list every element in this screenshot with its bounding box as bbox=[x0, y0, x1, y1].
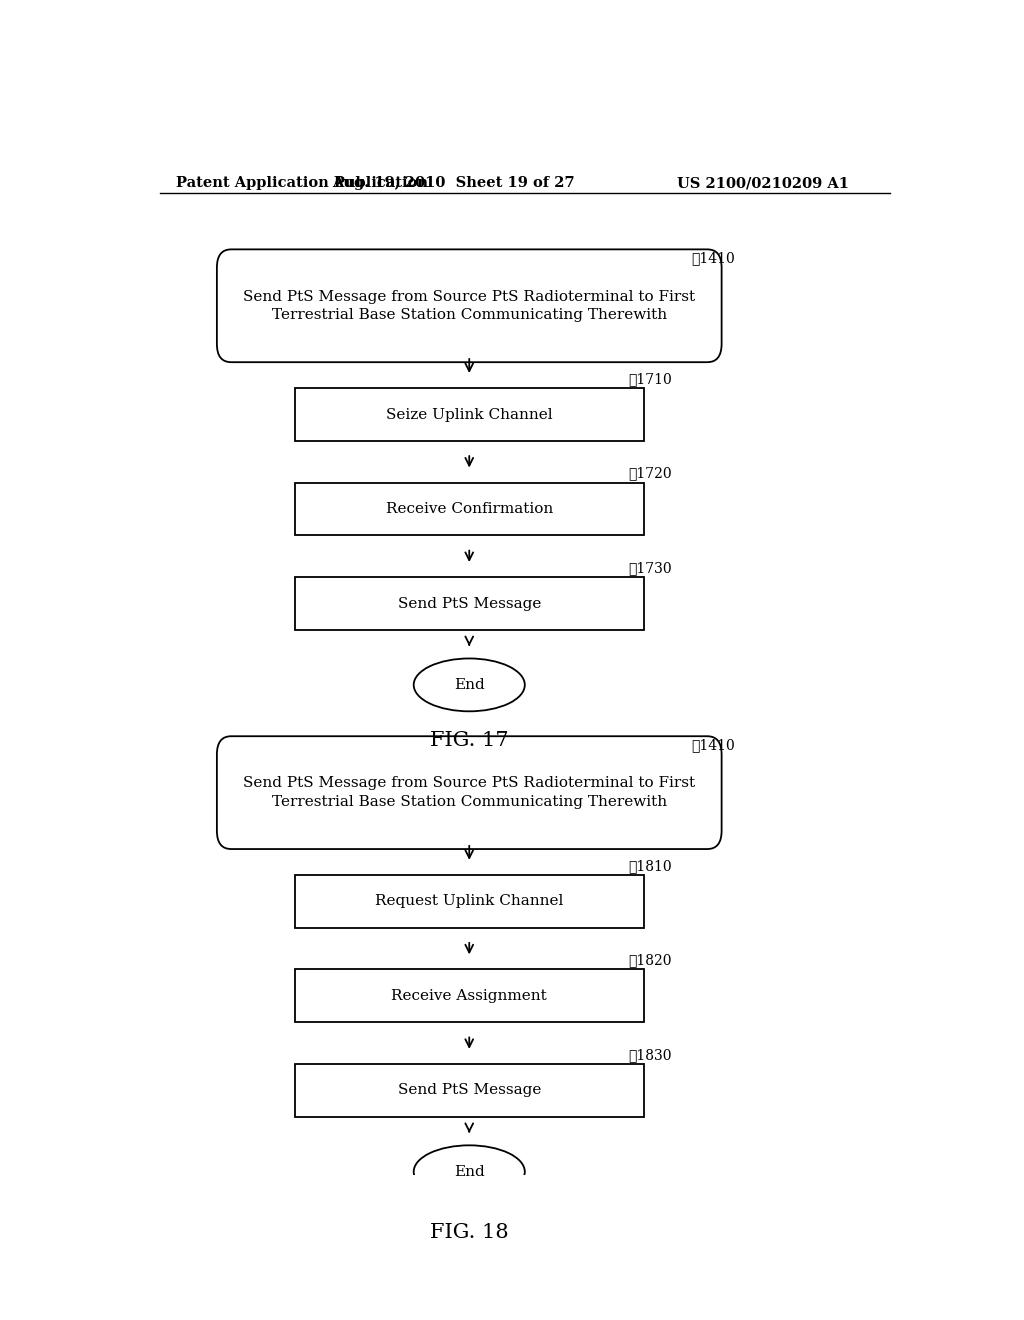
Text: ⌢1820: ⌢1820 bbox=[628, 953, 672, 968]
Ellipse shape bbox=[414, 659, 524, 711]
Ellipse shape bbox=[414, 1146, 524, 1199]
Text: Receive Confirmation: Receive Confirmation bbox=[386, 502, 553, 516]
Text: Request Uplink Channel: Request Uplink Channel bbox=[375, 895, 563, 908]
FancyBboxPatch shape bbox=[217, 249, 722, 362]
Text: Aug. 19, 2010  Sheet 19 of 27: Aug. 19, 2010 Sheet 19 of 27 bbox=[332, 177, 574, 190]
Text: Send PtS Message: Send PtS Message bbox=[397, 1084, 541, 1097]
Text: ⌢1710: ⌢1710 bbox=[628, 372, 672, 385]
Text: ⌢1830: ⌢1830 bbox=[628, 1048, 672, 1063]
Text: Patent Application Publication: Patent Application Publication bbox=[176, 177, 428, 190]
Text: Seize Uplink Channel: Seize Uplink Channel bbox=[386, 408, 553, 421]
Text: ⌢1730: ⌢1730 bbox=[628, 561, 672, 576]
FancyBboxPatch shape bbox=[217, 737, 722, 849]
Text: Send PtS Message: Send PtS Message bbox=[397, 597, 541, 611]
Text: End: End bbox=[454, 678, 484, 692]
Text: End: End bbox=[454, 1164, 484, 1179]
Bar bbox=[295, 577, 644, 630]
Text: ⌢1810: ⌢1810 bbox=[628, 859, 672, 873]
Text: ⌢1720: ⌢1720 bbox=[628, 466, 672, 480]
Bar bbox=[295, 483, 644, 536]
Text: Send PtS Message from Source PtS Radioterminal to First
Terrestrial Base Station: Send PtS Message from Source PtS Radiote… bbox=[243, 776, 695, 809]
Bar bbox=[295, 1064, 644, 1117]
Bar bbox=[295, 969, 644, 1022]
Bar bbox=[295, 388, 644, 441]
Text: Send PtS Message from Source PtS Radioterminal to First
Terrestrial Base Station: Send PtS Message from Source PtS Radiote… bbox=[243, 289, 695, 322]
Text: ⌢1410: ⌢1410 bbox=[691, 252, 735, 265]
Text: Receive Assignment: Receive Assignment bbox=[391, 989, 547, 1003]
Text: FIG. 17: FIG. 17 bbox=[430, 731, 509, 750]
Text: US 2100/0210209 A1: US 2100/0210209 A1 bbox=[677, 177, 849, 190]
Bar bbox=[295, 875, 644, 928]
Text: FIG. 18: FIG. 18 bbox=[430, 1224, 509, 1242]
Text: ⌢1410: ⌢1410 bbox=[691, 738, 735, 752]
